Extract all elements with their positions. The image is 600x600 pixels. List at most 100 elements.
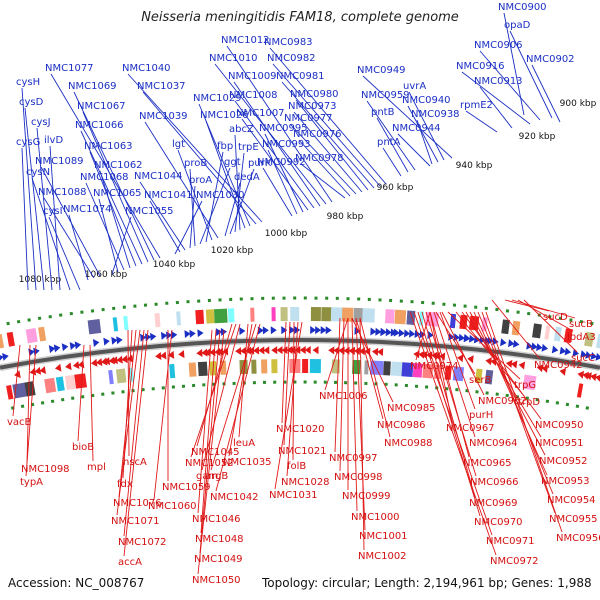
feature-mark xyxy=(444,365,452,381)
feature-mark xyxy=(81,395,85,399)
label-line-nmc1042 xyxy=(215,323,261,492)
gene-label-mpl: mpl xyxy=(87,462,106,473)
gene-arrow xyxy=(34,366,42,375)
feature-block xyxy=(595,333,600,349)
gene-label-nmc0966: NMC0966 xyxy=(470,477,519,488)
track-dot xyxy=(37,316,42,321)
label-line-nmc0942 xyxy=(491,299,541,360)
feature-block xyxy=(55,376,65,392)
track-dot xyxy=(6,321,10,326)
label-line-nmc0953 xyxy=(473,311,548,476)
gene-label-nmc1009: NMC1009 xyxy=(228,71,277,82)
track-dot xyxy=(445,387,449,391)
gene-label-nmc0983: NMC0983 xyxy=(264,37,313,48)
label-line-nmc1028 xyxy=(286,321,299,477)
gene-arrow xyxy=(257,326,264,335)
gene-label-vacb: vacB xyxy=(7,417,32,428)
feature-mark xyxy=(261,296,265,300)
gene-arrow xyxy=(184,330,191,339)
label-line-nmc0983 xyxy=(269,47,387,185)
track-dot xyxy=(424,385,429,389)
gene-label-nmc0942: NMC0942 xyxy=(534,360,583,371)
feature-block xyxy=(484,369,494,385)
feature-block xyxy=(261,359,268,374)
feature-mark xyxy=(61,343,69,352)
feature-mark xyxy=(60,397,65,402)
feature-mark xyxy=(394,309,407,325)
track-dot xyxy=(516,310,520,314)
gene-arrow xyxy=(464,334,471,343)
label-line-fbp xyxy=(205,151,224,243)
gene-label-nmc0940: NMC0940 xyxy=(402,95,451,106)
gene-arrow xyxy=(235,347,242,356)
feature-block xyxy=(481,317,488,332)
track-dot xyxy=(442,302,446,306)
feature-mark xyxy=(29,366,47,376)
label-line-nmc0985 xyxy=(351,317,394,403)
feature-mark xyxy=(87,319,102,335)
feature-mark xyxy=(6,384,14,400)
label-line-nmc0916 xyxy=(461,71,531,125)
tick-label-1080-kbp: 1080 kbp xyxy=(19,275,62,285)
gene-label-nmc1050: NMC1050 xyxy=(192,575,241,586)
gene-label-nmc0913: NMC0913 xyxy=(474,76,523,87)
gene-label-nmc0964: NMC0964 xyxy=(469,438,518,449)
track-dot xyxy=(313,380,317,384)
gene-arrow xyxy=(312,346,319,355)
gene-label-nmc1045: NMC1045 xyxy=(191,447,240,458)
feature-mark xyxy=(484,369,494,385)
gene-label-nmc1048: NMC1048 xyxy=(195,534,244,545)
gene-arrow xyxy=(518,361,526,370)
gene-arrow xyxy=(196,348,203,357)
gene-arrow xyxy=(263,346,270,355)
label-line-nmc1077 xyxy=(50,73,161,259)
gene-arrow xyxy=(240,346,247,355)
feature-mark xyxy=(399,299,403,303)
gene-label-nmc1071: NMC1071 xyxy=(111,516,160,527)
gene-label-serb: serB xyxy=(469,375,491,386)
tick-label-940-kbp: 940 kbp xyxy=(456,161,493,171)
feature-mark xyxy=(290,306,300,322)
gene-label-nmc0956: NMC0956 xyxy=(556,533,600,544)
gene-label-nmc1039: NMC1039 xyxy=(139,111,188,122)
gene-arrow xyxy=(161,331,168,340)
gene-arrow xyxy=(393,328,400,337)
feature-mark xyxy=(197,361,208,377)
label-line-nmc0959 xyxy=(366,100,416,171)
feature-mark xyxy=(394,383,398,387)
gene-label-nmc1065: NMC1065 xyxy=(93,188,142,199)
feature-mark xyxy=(452,303,457,307)
label-line-nmc1072 xyxy=(123,329,145,537)
feature-mark xyxy=(384,382,388,386)
feature-mark xyxy=(563,328,573,344)
feature-mark xyxy=(380,327,397,337)
feature-mark xyxy=(280,307,288,322)
feature-mark xyxy=(271,296,275,300)
gene-arrow xyxy=(531,342,538,351)
gene-arrow xyxy=(354,326,361,335)
gene-label-nmc0988: NMC0988 xyxy=(384,438,433,449)
gene-label-gam: gam xyxy=(196,471,218,482)
track-dot xyxy=(161,386,165,390)
track-dot xyxy=(585,406,590,410)
gene-label-nmc1010: NMC1010 xyxy=(209,53,258,64)
gene-label-nmc1040: NMC1040 xyxy=(122,63,171,74)
feature-mark xyxy=(218,298,222,302)
feature-mark xyxy=(310,326,322,335)
gene-label-uvra: uvrA xyxy=(403,81,426,92)
label-line-typa xyxy=(25,344,37,477)
map-title: Neisseria meningitidis FAM18, complete g… xyxy=(141,10,459,25)
gene-arrow xyxy=(492,337,499,346)
gene-label-cysi: cysI xyxy=(43,206,63,217)
gene-label-argb: argB xyxy=(205,471,228,482)
track-dot xyxy=(122,305,126,309)
label-line-uvra xyxy=(408,91,445,161)
feature-mark xyxy=(536,364,549,373)
feature-mark xyxy=(282,296,286,300)
gene-label-nmc0944: NMC0944 xyxy=(392,123,441,134)
gene-arrow xyxy=(150,332,157,341)
feature-block xyxy=(362,308,375,323)
gene-label-nmc1000: NMC1000 xyxy=(351,512,400,523)
gene-label-prob: proB xyxy=(184,158,207,169)
